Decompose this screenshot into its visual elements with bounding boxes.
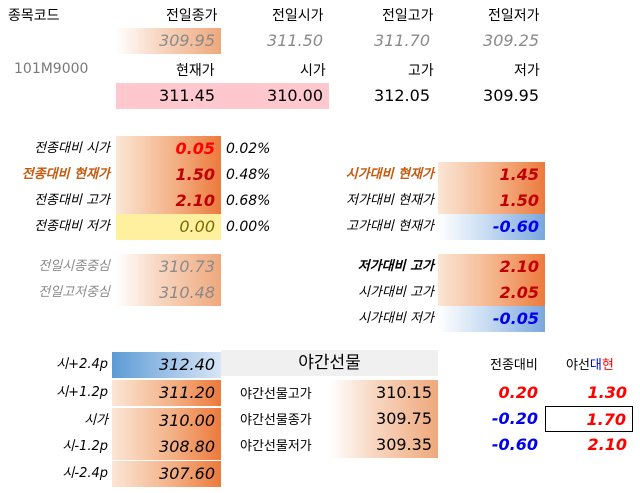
vs-close-open-label: 전종대비 시가	[34, 141, 110, 156]
pivot-value-4: 308.80	[112, 434, 221, 460]
prev-high-label: 전일고가	[382, 8, 434, 24]
night-col-vs-header: 야선대현	[566, 358, 614, 373]
night-low-value: 309.35	[330, 432, 438, 458]
vs-close-high-pct: 0.68%	[226, 193, 271, 209]
open-vs-high-value: 2.05	[438, 280, 545, 306]
prev-close-value: 309.95	[116, 28, 221, 54]
current-value: 311.45	[116, 83, 221, 109]
prev-low-value: 309.25	[483, 31, 539, 50]
pivot-value-3: 310.00	[112, 408, 221, 434]
night-high-vs: 1.30	[587, 383, 627, 402]
night-futures-title: 야간선물	[221, 350, 438, 376]
night-low-vs: 2.10	[587, 435, 627, 454]
open-vs-low-value: -0.05	[438, 306, 545, 332]
pivot-label-4: 시-1.2p	[62, 439, 108, 454]
vs-close-current-value: 1.50	[116, 162, 221, 188]
code-label: 종목코드	[8, 8, 60, 24]
night-col-diff-header: 전종대비	[490, 358, 538, 373]
open-vs-low-label: 시가대비 저가	[358, 311, 434, 326]
vs-close-high-value: 2.10	[116, 188, 221, 214]
prev-open-value: 311.50	[267, 31, 323, 50]
pivot-label-3: 시가	[84, 413, 108, 428]
low-label: 저가	[514, 63, 540, 79]
pivot-label-1: 시+2.4p	[56, 357, 108, 372]
night-close-diff: -0.20	[491, 409, 538, 428]
vs-close-open-value: 0.05	[116, 136, 221, 162]
night-close-value: 309.75	[330, 406, 438, 432]
open-vs-current-label: 시가대비 현재가	[345, 167, 434, 182]
low-vs-high-label: 저가대비 고가	[357, 259, 434, 274]
open-value: 310.00	[221, 83, 329, 109]
vs-close-low-label: 전종대비 저가	[34, 219, 110, 234]
vs-close-open-pct: 0.02%	[226, 141, 271, 157]
night-high-value: 310.15	[330, 380, 438, 406]
low-vs-high-value: 2.10	[438, 254, 545, 280]
prev-low-label: 전일저가	[488, 8, 540, 24]
pivot-value-2: 311.20	[112, 380, 221, 406]
prev-hl-center-label: 전일고저중심	[38, 285, 110, 300]
vs-close-low-pct: 0.00%	[226, 219, 271, 235]
vs-close-high-label: 전종대비 고가	[34, 193, 110, 208]
pivot-value-5: 307.60	[112, 461, 221, 487]
low-value: 309.95	[483, 86, 539, 105]
low-vs-current-value: 1.50	[438, 188, 545, 214]
prev-high-value: 311.70	[374, 31, 430, 50]
open-label: 시가	[300, 63, 326, 79]
high-vs-current-value: -0.60	[438, 214, 545, 240]
vs-close-current-label: 전종대비 현재가	[21, 167, 110, 182]
prev-open-label: 전일시가	[272, 8, 324, 24]
high-value: 312.05	[374, 86, 430, 105]
open-vs-current-value: 1.45	[438, 162, 545, 188]
code-value: 101M9000	[14, 61, 89, 77]
night-close-vs[interactable]: 1.70	[545, 406, 633, 432]
prev-hl-center-value: 310.48	[116, 280, 221, 306]
low-vs-current-label: 저가대비 현재가	[346, 193, 434, 208]
current-label: 현재가	[176, 63, 215, 79]
night-close-label: 야간선물종가	[240, 413, 312, 428]
night-high-diff: 0.20	[498, 383, 538, 402]
night-low-diff: -0.60	[491, 435, 538, 454]
prev-oc-center-label: 전일시종중심	[38, 259, 110, 274]
open-vs-high-label: 시가대비 고가	[358, 285, 434, 300]
night-low-label: 야간선물저가	[240, 439, 312, 454]
prev-oc-center-value: 310.73	[116, 254, 221, 280]
pivot-value-1: 312.40	[112, 352, 221, 378]
pivot-label-2: 시+1.2p	[56, 385, 108, 400]
prev-close-label: 전일종가	[166, 8, 218, 24]
vs-close-current-pct: 0.48%	[226, 167, 271, 183]
night-high-label: 야간선물고가	[240, 387, 312, 402]
high-vs-current-label: 고가대비 현재가	[346, 219, 434, 234]
pivot-label-5: 시-2.4p	[62, 466, 108, 481]
high-label: 고가	[408, 63, 434, 79]
vs-close-low-value: 0.00	[116, 214, 221, 240]
